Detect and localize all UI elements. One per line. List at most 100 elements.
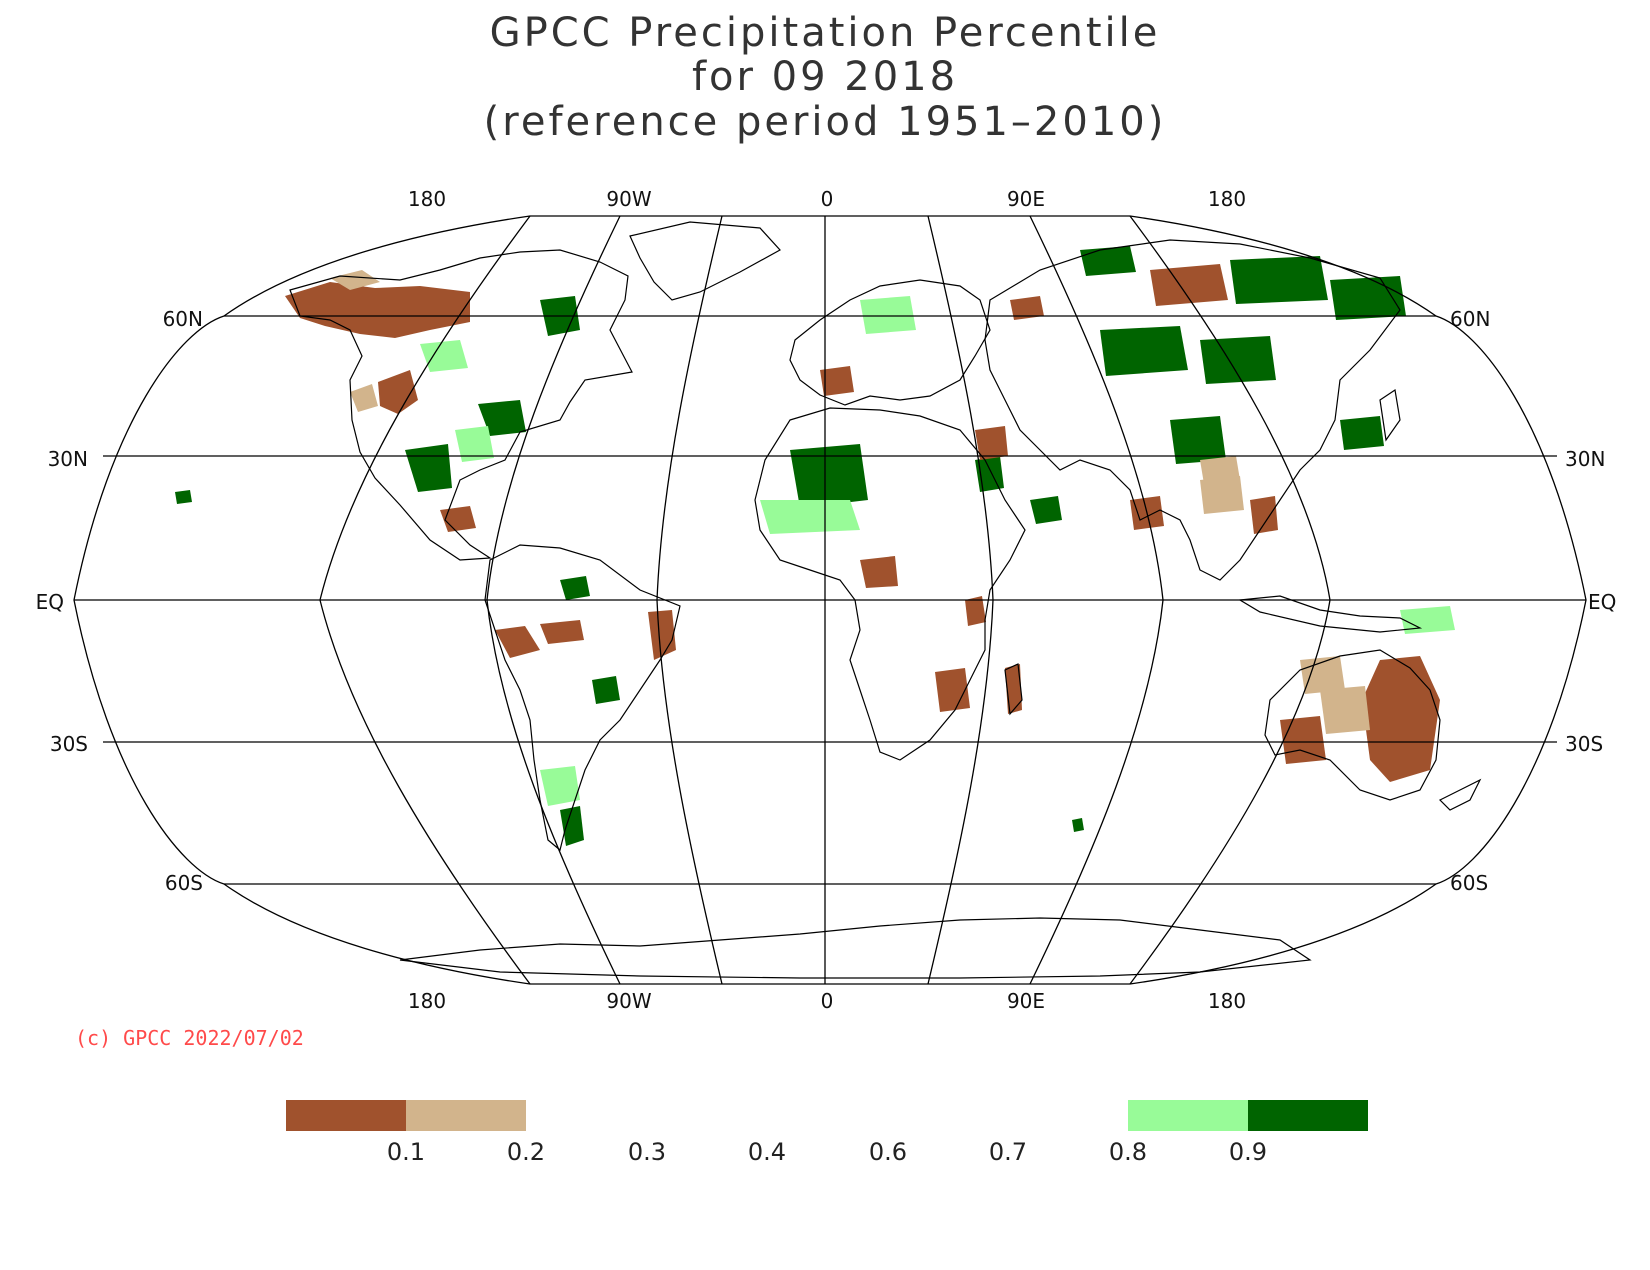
dry-region-southeast-asia bbox=[1250, 496, 1278, 534]
dry-region-australia-east bbox=[1362, 656, 1440, 782]
map-graticule bbox=[73, 215, 1587, 985]
lon-label-top-90w: 90W bbox=[606, 187, 651, 211]
gridline-lon-45w bbox=[656, 215, 723, 985]
legend-tick-label: 0.9 bbox=[1229, 1138, 1267, 1166]
lat-label-right-60n: 60N bbox=[1450, 307, 1490, 331]
coastline-europe bbox=[789, 279, 991, 406]
very-wet-region-russia bbox=[1080, 246, 1136, 276]
wet-region-central-canada bbox=[420, 340, 468, 372]
coastline-north-america bbox=[289, 249, 633, 561]
very-wet-region-east-china bbox=[1340, 416, 1384, 450]
coastline-madagascar bbox=[1004, 663, 1023, 716]
legend-swatch-wet bbox=[1128, 1100, 1248, 1131]
lat-label-left-30n: 30N bbox=[48, 447, 88, 471]
dry-region-south-america-central bbox=[540, 620, 584, 644]
lat-label-left-60s: 60S bbox=[165, 871, 203, 895]
copyright-credit: (c) GPCC 2022/07/02 bbox=[75, 1026, 304, 1050]
gridline-lon-135e bbox=[1129, 215, 1331, 985]
lon-label-top-180w: 180 bbox=[408, 187, 446, 211]
very-wet-region-west-africa bbox=[790, 444, 868, 508]
moderately-dry-region-tibet bbox=[1200, 456, 1240, 484]
dry-region-east-africa bbox=[965, 596, 986, 626]
legend-swatch-very-dry bbox=[286, 1100, 406, 1131]
moderately-dry-region-western-us bbox=[350, 384, 378, 412]
very-wet-region-patagonia bbox=[560, 806, 584, 846]
very-wet-region-central-us bbox=[478, 400, 526, 436]
lat-label-left-eq: EQ bbox=[36, 590, 64, 614]
dry-region-central-america bbox=[440, 506, 476, 532]
wet-region-new-guinea bbox=[1400, 606, 1455, 634]
dry-region-southern-africa bbox=[935, 668, 970, 712]
dry-region-alaska bbox=[285, 282, 470, 338]
wet-region-eastern-us bbox=[455, 426, 494, 462]
legend-tick-label: 0.4 bbox=[748, 1138, 786, 1166]
legend-tick-label: 0.8 bbox=[1109, 1138, 1147, 1166]
very-wet-region-siberia bbox=[1230, 256, 1328, 304]
gridline-lon-135w bbox=[319, 215, 531, 985]
lon-label-bottom-180e: 180 bbox=[1208, 989, 1246, 1013]
coastline-south-america bbox=[484, 544, 681, 852]
coastline-new-zealand bbox=[1438, 778, 1482, 811]
coastlines bbox=[289, 221, 1482, 979]
dry-region-central-africa bbox=[860, 556, 898, 588]
coastline-australia bbox=[1264, 649, 1441, 801]
moderately-dry-region-australia-central bbox=[1320, 686, 1370, 734]
legend-swatch-very-wet bbox=[1248, 1100, 1368, 1131]
map-title-line-3: (reference period 1951–2010) bbox=[484, 99, 1167, 145]
dry-region-western-us bbox=[378, 370, 418, 414]
lon-label-bottom-90e: 90E bbox=[1007, 989, 1045, 1013]
very-wet-region-arabia bbox=[1030, 496, 1062, 524]
precipitation-percentile-field bbox=[175, 246, 1455, 846]
wet-region-europe bbox=[860, 296, 916, 334]
very-wet-region-brazil bbox=[592, 676, 620, 704]
lon-label-top-180e: 180 bbox=[1208, 187, 1246, 211]
legend-tick-label: 0.3 bbox=[628, 1138, 666, 1166]
coastline-antarctica bbox=[399, 917, 1312, 979]
very-wet-region-far-east bbox=[1330, 276, 1406, 320]
percentile-legend: 0.1 0.2 0.3 0.4 0.6 0.7 0.8 0.9 bbox=[286, 1100, 1368, 1166]
very-wet-region-amazon bbox=[560, 576, 590, 600]
legend-tick-label: 0.1 bbox=[387, 1138, 425, 1166]
very-wet-region-china bbox=[1170, 416, 1226, 464]
gridline-lon-90w bbox=[486, 215, 621, 985]
very-wet-region-indian-ocean bbox=[1072, 818, 1084, 832]
coastline-africa bbox=[754, 407, 1026, 761]
lon-label-bottom-180w: 180 bbox=[408, 989, 446, 1013]
legend-tick-label: 0.6 bbox=[869, 1138, 907, 1166]
legend-swatch-dry bbox=[406, 1100, 526, 1131]
coastline-greenland bbox=[629, 221, 781, 301]
coastline-indonesia bbox=[1238, 595, 1423, 633]
dry-region-madagascar bbox=[1005, 664, 1022, 714]
moderately-dry-region-southeast-asia bbox=[1200, 476, 1244, 514]
dry-region-iberia bbox=[820, 366, 854, 396]
very-wet-region-hawaii bbox=[175, 490, 192, 504]
dry-region-south-america-west bbox=[495, 626, 540, 658]
legend-tick-label: 0.2 bbox=[507, 1138, 545, 1166]
lat-label-right-30n: 30N bbox=[1565, 447, 1605, 471]
lon-label-top-0: 0 bbox=[821, 187, 834, 211]
legend-tick-label: 0.7 bbox=[989, 1138, 1027, 1166]
lat-label-left-30s: 30S bbox=[50, 732, 88, 756]
gridline-lon-45e bbox=[927, 215, 994, 985]
map-title-line-1: GPCC Precipitation Percentile bbox=[490, 10, 1161, 56]
dry-region-siberia bbox=[1150, 264, 1228, 306]
very-wet-region-mongolia bbox=[1200, 336, 1276, 384]
dry-region-middle-east bbox=[975, 426, 1008, 460]
coastline-japan bbox=[1379, 388, 1401, 442]
lon-label-bottom-90w: 90W bbox=[606, 989, 651, 1013]
lat-label-right-eq: EQ bbox=[1588, 590, 1616, 614]
wet-region-argentina bbox=[540, 766, 580, 806]
dry-region-russia bbox=[1010, 296, 1044, 320]
lat-label-left-60n: 60N bbox=[163, 307, 203, 331]
dry-region-brazil-east bbox=[648, 610, 676, 660]
very-wet-region-texas-mexico bbox=[405, 444, 452, 492]
map-title-line-2: for 09 2018 bbox=[692, 54, 958, 100]
moderately-dry-region-alaska bbox=[330, 270, 380, 290]
lat-label-right-60s: 60S bbox=[1450, 871, 1488, 895]
coastline-asia bbox=[984, 239, 1401, 581]
very-wet-region-central-asia bbox=[1100, 326, 1188, 376]
lon-label-top-90e: 90E bbox=[1007, 187, 1045, 211]
gridline-lon-90e bbox=[1029, 215, 1164, 985]
lat-label-right-30s: 30S bbox=[1565, 732, 1603, 756]
